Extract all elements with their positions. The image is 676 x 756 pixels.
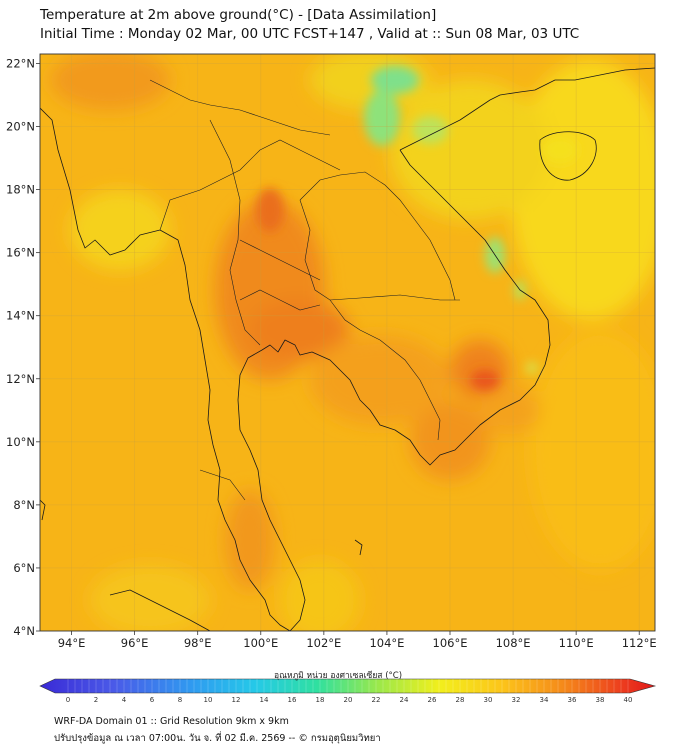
colorbar-tick-label: 0	[66, 696, 70, 704]
lon-tick-label: 94°E	[58, 636, 86, 650]
lat-tick-label: 8°N	[13, 498, 35, 512]
lat-tick-label: 16°N	[6, 246, 35, 260]
colorbar-tick-label: 40	[624, 696, 633, 704]
longitude-axis: 94°E 96°E 98°E 100°E 102°E 104°E 106°E 108°E 110…	[58, 631, 657, 650]
colorbar-tick-label: 2	[94, 696, 98, 704]
latitude-axis: 22°N 20°N 18°N 16°N 14°N 12°N 10°N 8°N 6°N 4°N	[6, 56, 40, 638]
temperature-field	[40, 54, 655, 631]
colorbar-tick-label: 8	[178, 696, 182, 704]
lat-tick-label: 22°N	[6, 56, 35, 70]
footer-model-info: WRF-DA Domain 01 :: Grid Resolution 9km …	[54, 716, 289, 727]
footer-update-info: ปรับปรุงข้อมูล ณ เวลา 07:00น. วัน จ. ที่…	[54, 733, 381, 744]
lat-tick-label: 10°N	[6, 435, 35, 449]
lat-tick-label: 4°N	[13, 624, 35, 638]
colorbar-tick-label: 4	[122, 696, 127, 704]
lat-tick-label: 12°N	[6, 372, 35, 386]
colorbar-tick-label: 14	[260, 696, 269, 704]
lon-tick-label: 100°E	[243, 636, 278, 650]
chart-title: Temperature at 2m above ground(°C) - [Da…	[40, 7, 437, 23]
colorbar-tick-label: 38	[596, 696, 605, 704]
plot-frame	[39, 53, 656, 632]
gridlines	[40, 54, 655, 631]
colorbar-tick-label: 22	[372, 696, 381, 704]
colorbar-tick-label: 24	[400, 696, 409, 704]
colorbar-tick-label: 6	[150, 696, 155, 704]
coastlines	[40, 67, 655, 631]
lon-tick-label: 108°E	[496, 636, 531, 650]
colorbar-tick-label: 16	[288, 696, 297, 704]
lat-tick-label: 14°N	[6, 309, 35, 323]
lon-tick-label: 104°E	[369, 636, 404, 650]
lon-tick-label: 98°E	[184, 636, 212, 650]
colorbar-tick-label: 12	[232, 696, 241, 704]
colorbar-ticks: 0 2 4 6 8 10 12 14 16 18 20 22 24 26 28 30 32 34 36 38 40	[66, 679, 633, 704]
lon-tick-label: 106°E	[433, 636, 468, 650]
colorbar-tick-label: 18	[316, 696, 325, 704]
lon-tick-label: 96°E	[121, 636, 149, 650]
colorbar-tick-label: 26	[428, 696, 437, 704]
lon-tick-label: 110°E	[559, 636, 594, 650]
lat-tick-label: 20°N	[6, 120, 35, 134]
colorbar-tick-label: 36	[568, 696, 577, 704]
lon-tick-label: 102°E	[306, 636, 341, 650]
lon-tick-label: 112°E	[622, 636, 657, 650]
colorbar-tick-label: 34	[540, 696, 549, 704]
colorbar-tick-label: 28	[456, 696, 465, 704]
borders	[149, 79, 460, 501]
colorbar-tick-label: 32	[512, 696, 521, 704]
colorbar-bar	[39, 678, 657, 694]
colorbar: 0 2 4 6 8 10 12 14 16 18 20 22 24 26 28 30 32 34 36 38 40	[39, 678, 657, 704]
colorbar-tick-label: 20	[344, 696, 353, 704]
lat-tick-label: 6°N	[13, 561, 35, 575]
colorbar-tick-label: 10	[204, 696, 213, 704]
chart-subtitle: Initial Time : Monday 02 Mar, 00 UTC FCS…	[40, 26, 580, 42]
colorbar-title: อุณหภูมิ หน่วย องศาเซลเซียส (°C)	[273, 671, 403, 681]
lat-tick-label: 18°N	[6, 183, 35, 197]
colorbar-tick-label: 30	[484, 696, 493, 704]
